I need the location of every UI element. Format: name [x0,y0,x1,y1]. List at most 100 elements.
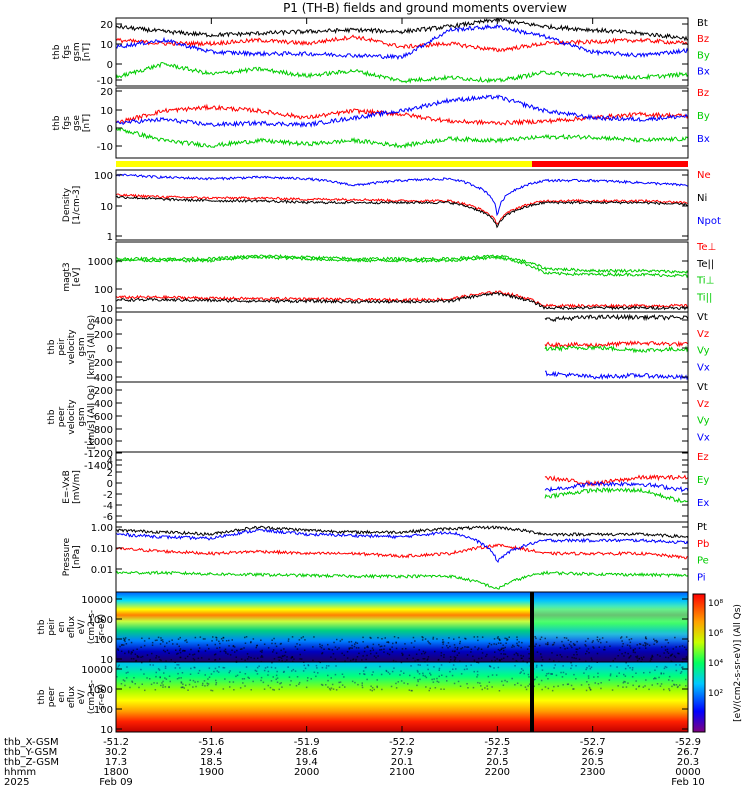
speckle [541,669,544,671]
speckle [176,643,178,645]
speckle [355,647,358,649]
y-axis-label: [nPa] [72,545,82,568]
speckle [678,652,680,655]
speckle [175,649,177,651]
speckle [149,678,151,680]
speckle [618,672,620,674]
speckle [339,681,342,683]
legend-Ni: Ni [697,193,707,204]
speckle [599,638,601,641]
legend-Ti⊥: Ti⊥ [696,276,714,287]
speckle [168,675,171,677]
y-tick-label: 100 [94,705,113,716]
speckle [627,682,629,684]
speckle [160,659,162,662]
speckle [299,644,301,646]
y-axis-label: en [57,691,67,702]
speckle [381,688,383,691]
speckle [246,653,249,655]
speckle [561,656,563,658]
speckle [436,680,438,683]
speckle [654,677,656,679]
speckle [470,651,472,653]
speckle [325,667,328,669]
x-row-value: 1800 [103,767,128,778]
speckle [177,638,180,640]
speckle [189,673,192,675]
speckle [210,689,212,692]
x-row-label: thb_Z-GSM [4,757,59,768]
series-line-Te⊥ [115,290,689,309]
speckle [244,685,246,687]
speckle [541,659,544,661]
speckle [518,641,520,643]
speckle [500,653,502,655]
speckle [255,670,258,672]
speckle [503,657,505,659]
speckle [675,669,678,672]
speckle [179,651,182,654]
speckle [484,687,486,689]
speckle [341,652,343,655]
speckle [250,689,252,691]
speckle [397,681,399,683]
speckle [417,671,419,673]
speckle [424,638,427,640]
speckle [413,646,415,648]
speckle [146,654,149,656]
speckle [434,687,437,689]
speckle [387,641,390,644]
speckle [616,666,618,668]
y-tick-label: 20 [100,20,113,31]
x-row-value: 18.5 [200,757,222,768]
speckle [440,654,442,657]
speckle [554,664,556,666]
speckle [454,658,456,660]
speckle [280,682,282,684]
speckle [335,689,338,691]
speckle [674,656,677,659]
speckle [428,689,430,692]
speckle [586,667,588,669]
speckle [521,657,523,659]
speckle [561,676,564,678]
speckle [457,680,460,683]
speckle [387,671,390,674]
speckle [639,643,642,645]
speckle [566,656,569,658]
speckle [296,643,298,645]
speckle [551,673,553,675]
speckle [627,665,629,667]
speckle [625,661,627,664]
legend-Pt: Pt [697,522,707,533]
speckle [123,680,126,682]
speckle [224,648,227,651]
speckle [403,672,405,674]
speckle [476,674,479,676]
speckle [371,674,373,676]
speckle [497,642,500,644]
speckle [419,664,421,666]
speckle [241,648,243,650]
speckle [541,688,543,691]
speckle [130,641,133,644]
y-tick-label: -10 [97,76,113,87]
speckle [666,651,669,653]
date-end: Feb 10 [671,777,705,788]
speckle [312,659,314,662]
speckle [361,684,363,687]
speckle [653,643,655,645]
speckle [601,637,604,639]
speckle [395,687,398,689]
speckle [675,664,677,666]
speckle [570,684,573,687]
speckle [655,639,657,642]
speckle [540,656,543,658]
speckle [643,672,645,674]
speckle [660,683,663,685]
speckle [565,673,567,675]
series-line-Pi [115,528,689,564]
speckle [449,670,451,673]
speckle [592,646,594,648]
speckle [280,657,283,659]
